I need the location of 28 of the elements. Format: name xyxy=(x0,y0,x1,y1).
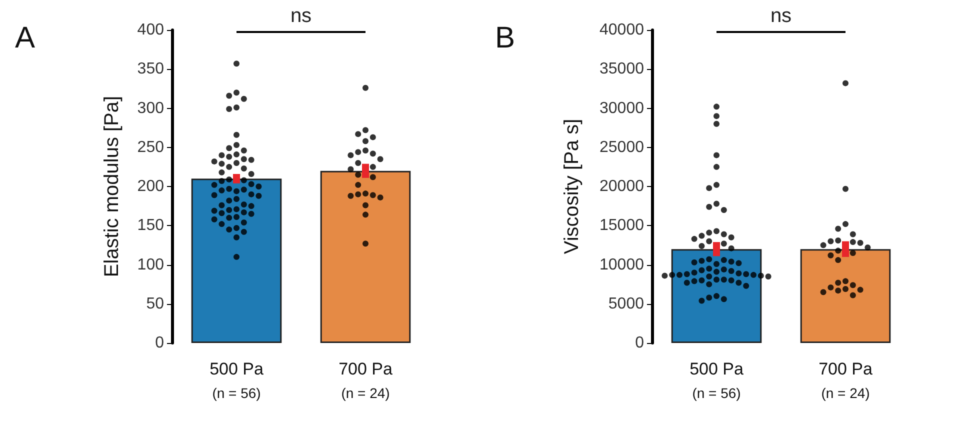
y-tick-label: 200 xyxy=(137,178,164,195)
y-axis-title: Elastic modulus [Pa] xyxy=(101,96,123,278)
y-tick-label: 35000 xyxy=(600,60,644,78)
x-tick-label: 500 Pa (n = 56) xyxy=(210,360,264,401)
x-tick-label: 500 Pa (n = 56) xyxy=(690,360,744,401)
y-tick-label: 40000 xyxy=(600,22,644,38)
y-tick-label: 100 xyxy=(137,256,164,274)
y-tick-label: 0 xyxy=(635,334,644,352)
chart-title: A xyxy=(15,22,36,54)
y-tick-label: 250 xyxy=(137,138,164,156)
y-tick-label: 20000 xyxy=(600,178,644,195)
y-tick-label: 5000 xyxy=(608,295,644,312)
y-tick-label: 25000 xyxy=(600,138,644,156)
y-tick-label: 0 xyxy=(155,334,164,352)
chart-title: B xyxy=(495,22,516,54)
y-tick-label: 400 xyxy=(137,22,164,38)
y-tick-label: 300 xyxy=(137,100,164,117)
x-tick-label: 700 Pa (n = 24) xyxy=(338,360,393,401)
text: ns xyxy=(290,5,312,27)
y-tick-label: 10000 xyxy=(600,256,644,274)
text: ns xyxy=(770,5,792,27)
y-tick-label: 350 xyxy=(137,60,164,78)
y-tick-label: 15000 xyxy=(600,217,644,234)
y-tick-label: 30000 xyxy=(600,100,644,117)
y-tick-label: 150 xyxy=(137,217,164,234)
y-tick-label: 50 xyxy=(146,295,164,312)
y-axis-title: Viscosity [Pa s] xyxy=(561,118,583,254)
x-tick-label: 700 Pa (n = 24) xyxy=(818,360,873,401)
